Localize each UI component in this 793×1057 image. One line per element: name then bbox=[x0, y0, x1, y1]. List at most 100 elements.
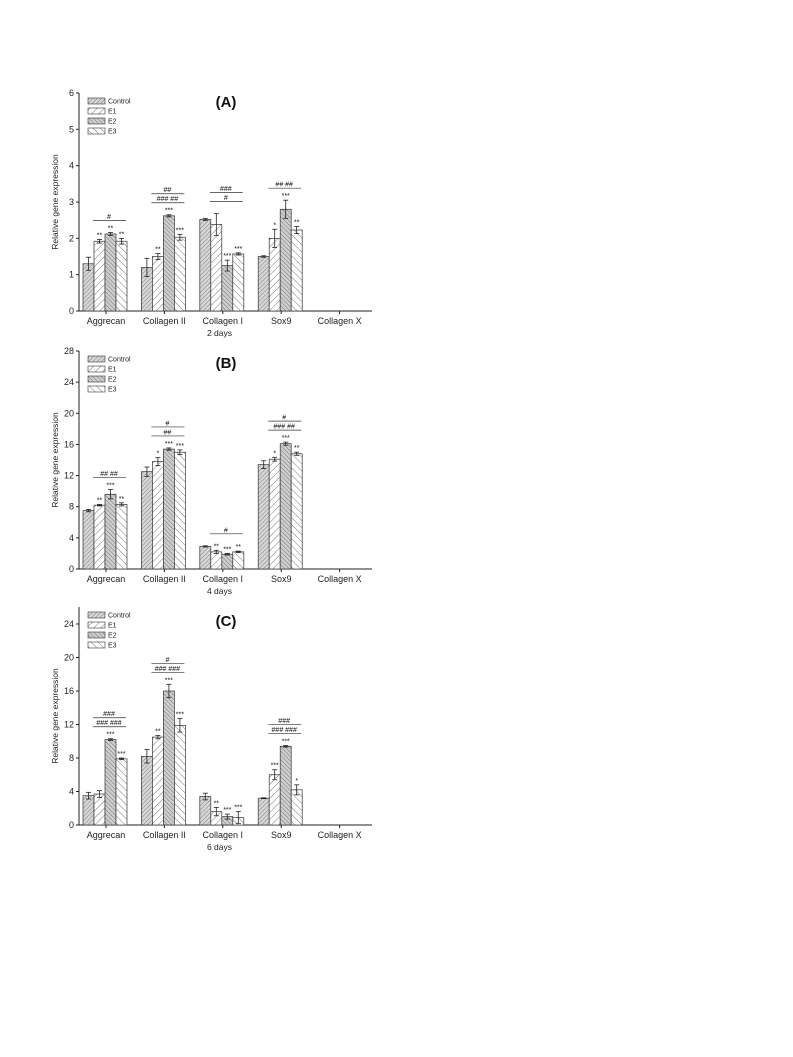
bar-e2 bbox=[104, 739, 117, 826]
x-axis-title: 2 days bbox=[207, 328, 232, 338]
comparison-hash-label: # bbox=[224, 195, 228, 202]
legend-swatch-control bbox=[87, 97, 106, 105]
bar-e3 bbox=[232, 551, 245, 570]
legend-entry: E3 bbox=[108, 129, 117, 136]
x-tick-label: Sox9 bbox=[271, 574, 292, 584]
y-tick-label: 0 bbox=[69, 306, 74, 316]
bar-e2 bbox=[104, 233, 117, 312]
y-tick-label: 1 bbox=[69, 270, 74, 280]
legend-entry: E1 bbox=[108, 367, 117, 374]
y-axis-title: Relative gene expression bbox=[50, 412, 60, 508]
y-tick-label: 3 bbox=[69, 197, 74, 207]
legend-entry: E1 bbox=[108, 623, 117, 630]
legend-swatch-e1 bbox=[87, 365, 106, 373]
x-tick-label: Collagen I bbox=[203, 316, 244, 326]
significance-stars: *** bbox=[223, 253, 231, 260]
significance-stars: ** bbox=[214, 543, 220, 550]
legend-swatch-control bbox=[87, 355, 106, 363]
significance-stars: *** bbox=[282, 435, 290, 442]
significance-stars: * bbox=[295, 778, 298, 785]
y-tick-label: 5 bbox=[69, 124, 74, 134]
significance-stars: ** bbox=[214, 800, 220, 807]
bar-e2 bbox=[104, 493, 117, 570]
bar-e1 bbox=[152, 736, 164, 826]
bar-control bbox=[82, 795, 95, 826]
bar-control bbox=[257, 256, 270, 312]
legend-swatch-e3 bbox=[87, 385, 106, 393]
legend-swatch-e3 bbox=[87, 127, 106, 135]
x-tick-label: Aggrecan bbox=[87, 316, 126, 326]
bar-control bbox=[199, 796, 212, 826]
significance-stars: *** bbox=[223, 546, 231, 553]
y-tick-label: 8 bbox=[69, 502, 74, 512]
comparison-hash-label: # bbox=[224, 527, 228, 534]
significance-stars: ** bbox=[236, 544, 242, 551]
legend-swatch-e2 bbox=[87, 631, 106, 639]
y-tick-label: 4 bbox=[69, 787, 74, 797]
significance-stars: *** bbox=[282, 193, 290, 200]
x-tick-label: Aggrecan bbox=[87, 830, 126, 840]
significance-stars: * bbox=[273, 450, 276, 457]
x-tick-label: Collagen II bbox=[143, 316, 186, 326]
y-tick-label: 2 bbox=[69, 233, 74, 243]
bar-control bbox=[199, 546, 212, 570]
comparison-hash-label: ### ### bbox=[96, 720, 121, 727]
significance-stars: *** bbox=[106, 732, 114, 739]
significance-stars: *** bbox=[282, 738, 290, 745]
legend: Control E1 E2 E3 bbox=[87, 355, 131, 394]
bar-control bbox=[141, 471, 153, 570]
x-tick-label: Collagen I bbox=[203, 830, 244, 840]
significance-stars: *** bbox=[176, 712, 184, 719]
bar-e3 bbox=[174, 724, 186, 826]
comparison-hash-label: ## ## bbox=[100, 471, 118, 478]
bar-e2 bbox=[279, 208, 292, 312]
legend-entry: Control bbox=[108, 99, 131, 106]
bar-e1 bbox=[152, 461, 164, 570]
bar-e2 bbox=[221, 265, 234, 312]
y-tick-label: 12 bbox=[64, 720, 74, 730]
comparison-hash-label: ## ## bbox=[275, 182, 293, 189]
significance-stars: ** bbox=[294, 219, 300, 226]
bar-e1 bbox=[210, 224, 223, 312]
bar-e2 bbox=[163, 690, 175, 826]
comparison-hash-label: ### ## bbox=[157, 196, 179, 203]
bar-control bbox=[199, 219, 212, 312]
y-tick-label: 16 bbox=[64, 439, 74, 449]
significance-stars: ** bbox=[119, 231, 125, 238]
legend: Control E1 E2 E3 bbox=[87, 97, 131, 136]
y-tick-label: 6 bbox=[69, 88, 74, 98]
comparison-hash-label: # bbox=[107, 214, 111, 221]
y-axis-title: Relative gene expression bbox=[50, 668, 60, 764]
significance-stars: * bbox=[157, 451, 160, 458]
y-tick-label: 20 bbox=[64, 408, 74, 418]
comparison-hash-label: ### ### bbox=[155, 666, 180, 673]
significance-stars: *** bbox=[165, 677, 173, 684]
significance-stars: *** bbox=[223, 807, 231, 814]
bar-e1 bbox=[152, 256, 164, 312]
bar-control bbox=[82, 263, 95, 312]
bar-e3 bbox=[290, 229, 303, 312]
x-axis-title: 4 days bbox=[207, 586, 232, 596]
bar-e1 bbox=[268, 458, 281, 570]
legend-swatch-e1 bbox=[87, 107, 106, 115]
bar-e2 bbox=[221, 553, 234, 570]
comparison-hash-label: ### ### bbox=[272, 727, 297, 734]
significance-stars: *** bbox=[234, 805, 242, 812]
x-tick-label: Sox9 bbox=[271, 316, 292, 326]
chart-panel-c: 0 4 8 12 16 20 24 Relative gene expression (C) Ag… bbox=[50, 607, 372, 852]
legend-swatch-control bbox=[87, 611, 106, 619]
y-axis-title: Relative gene expression bbox=[50, 154, 60, 250]
significance-stars: *** bbox=[165, 208, 173, 215]
bar-control bbox=[257, 464, 270, 570]
panel-label: (B) bbox=[216, 355, 237, 372]
bar-e1 bbox=[210, 551, 223, 570]
significance-stars: ** bbox=[155, 728, 161, 735]
y-tick-label: 12 bbox=[64, 471, 74, 481]
x-tick-label: Collagen I bbox=[203, 574, 244, 584]
bar-control bbox=[141, 755, 153, 826]
comparison-hash-label: ## bbox=[164, 187, 172, 194]
comparison-hash-label: ### bbox=[103, 711, 115, 718]
legend-entry: E2 bbox=[108, 633, 117, 640]
